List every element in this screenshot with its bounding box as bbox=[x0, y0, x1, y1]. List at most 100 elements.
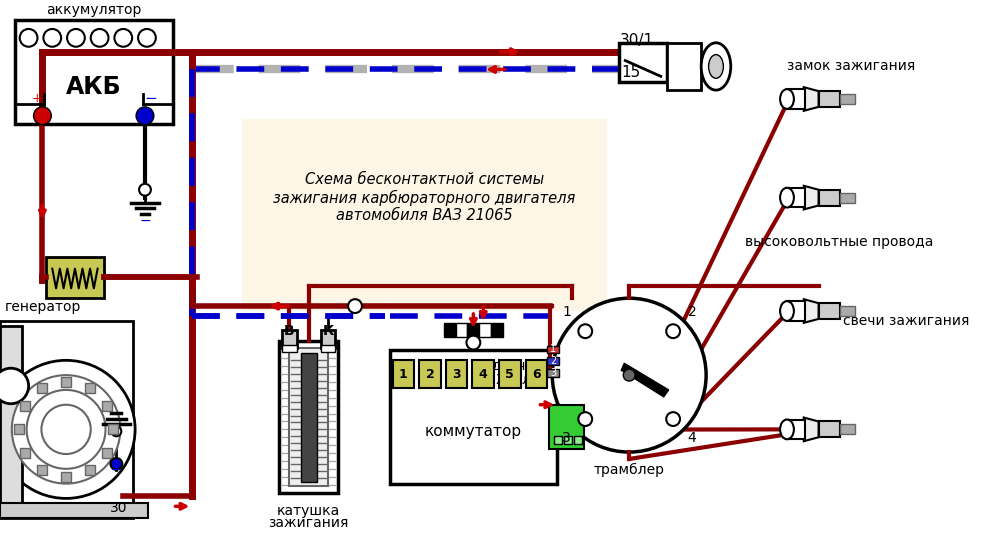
Bar bbox=[787, 89, 804, 109]
Bar bbox=[444, 323, 456, 337]
Circle shape bbox=[466, 335, 480, 349]
Circle shape bbox=[27, 390, 106, 469]
Text: 3: 3 bbox=[562, 431, 571, 445]
Text: 2: 2 bbox=[688, 305, 697, 319]
Bar bbox=[467, 323, 479, 337]
Bar bbox=[840, 94, 855, 104]
Text: 6: 6 bbox=[532, 368, 541, 381]
Circle shape bbox=[20, 29, 38, 47]
Text: 30: 30 bbox=[110, 502, 127, 515]
Bar bbox=[282, 330, 296, 347]
Text: АКБ: АКБ bbox=[66, 75, 122, 99]
Bar bbox=[456, 323, 467, 337]
Text: коммутатор: коммутатор bbox=[425, 424, 522, 439]
Circle shape bbox=[667, 324, 680, 338]
Bar bbox=[564, 436, 572, 444]
Text: 15: 15 bbox=[622, 65, 641, 80]
Bar bbox=[85, 384, 95, 393]
Text: 4: 4 bbox=[688, 431, 697, 445]
Bar bbox=[14, 425, 24, 434]
Text: 3: 3 bbox=[452, 368, 461, 381]
Bar bbox=[320, 345, 335, 352]
Circle shape bbox=[0, 368, 29, 404]
Bar bbox=[242, 118, 607, 311]
Text: 30/1: 30/1 bbox=[620, 34, 654, 48]
Bar bbox=[620, 43, 667, 82]
Ellipse shape bbox=[780, 89, 793, 109]
Circle shape bbox=[348, 299, 362, 313]
Bar bbox=[320, 330, 335, 347]
Text: −: − bbox=[139, 214, 151, 228]
Circle shape bbox=[67, 29, 85, 47]
Ellipse shape bbox=[702, 43, 731, 90]
Text: +: + bbox=[31, 93, 42, 105]
Bar bbox=[818, 303, 840, 319]
Bar bbox=[389, 351, 557, 484]
Text: катушка: катушка bbox=[277, 504, 340, 518]
Bar bbox=[787, 188, 804, 208]
Circle shape bbox=[579, 412, 592, 426]
Bar bbox=[38, 384, 47, 393]
Text: 4: 4 bbox=[479, 368, 488, 381]
Text: В: В bbox=[283, 324, 294, 338]
Text: замок зажигания: замок зажигания bbox=[787, 60, 915, 74]
Bar bbox=[547, 358, 559, 365]
Text: −: − bbox=[111, 464, 122, 477]
Circle shape bbox=[115, 29, 132, 47]
Circle shape bbox=[12, 375, 121, 484]
Circle shape bbox=[43, 29, 61, 47]
Bar bbox=[499, 360, 521, 388]
Circle shape bbox=[112, 426, 122, 436]
Bar bbox=[300, 353, 316, 481]
Text: 1: 1 bbox=[399, 368, 408, 381]
Circle shape bbox=[42, 405, 91, 454]
Text: высоковольтные провода: высоковольтные провода bbox=[745, 235, 933, 249]
Bar bbox=[787, 301, 804, 321]
Text: генератор: генератор bbox=[5, 300, 81, 314]
Bar bbox=[840, 193, 855, 202]
Bar bbox=[85, 465, 95, 476]
Bar bbox=[818, 190, 840, 206]
Bar bbox=[109, 425, 119, 434]
Bar bbox=[526, 360, 547, 388]
Bar bbox=[38, 465, 47, 476]
Bar bbox=[818, 91, 840, 107]
Bar bbox=[392, 360, 414, 388]
Bar bbox=[282, 345, 296, 352]
Bar bbox=[549, 405, 584, 449]
Circle shape bbox=[111, 458, 123, 470]
Bar bbox=[102, 448, 112, 458]
Bar bbox=[61, 472, 71, 481]
Polygon shape bbox=[622, 364, 669, 397]
Bar bbox=[20, 448, 30, 458]
Bar bbox=[547, 369, 559, 377]
Bar bbox=[491, 323, 503, 337]
Bar bbox=[15, 20, 173, 124]
Polygon shape bbox=[803, 299, 818, 323]
Ellipse shape bbox=[780, 419, 793, 439]
Text: К: К bbox=[322, 324, 334, 338]
Circle shape bbox=[139, 184, 151, 196]
Text: 2: 2 bbox=[550, 357, 556, 366]
Bar bbox=[554, 436, 562, 444]
Bar bbox=[279, 341, 338, 493]
Bar bbox=[61, 377, 71, 387]
Text: аккумулятор: аккумулятор bbox=[46, 3, 142, 17]
Text: Схема бесконтактной системы
зажигания карбюраторного двигателя
автомобиля ВАЗ 21: Схема бесконтактной системы зажигания ка… bbox=[272, 172, 575, 223]
Text: 5: 5 bbox=[506, 368, 514, 381]
Text: датчик: датчик bbox=[492, 358, 544, 372]
Bar bbox=[0, 326, 22, 513]
Bar bbox=[0, 503, 148, 518]
Bar bbox=[289, 347, 328, 486]
Circle shape bbox=[34, 107, 51, 124]
Bar bbox=[574, 436, 582, 444]
Text: зажигания: зажигания bbox=[268, 516, 349, 530]
Text: трамблер: трамблер bbox=[594, 463, 665, 477]
Ellipse shape bbox=[709, 55, 724, 78]
Bar bbox=[472, 360, 494, 388]
Text: 3: 3 bbox=[550, 368, 556, 378]
Bar bbox=[102, 401, 112, 411]
Bar bbox=[547, 346, 559, 353]
Bar bbox=[840, 425, 855, 434]
Polygon shape bbox=[803, 186, 818, 209]
